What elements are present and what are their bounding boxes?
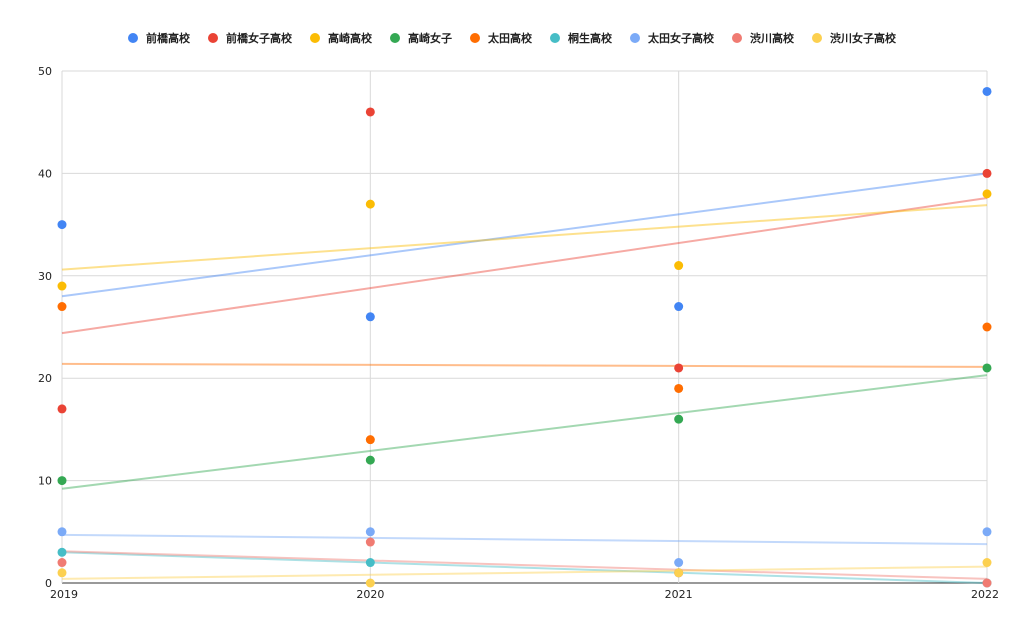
- legend-item[interactable]: 太田高校: [470, 31, 533, 45]
- data-point-series-3: [365, 455, 375, 465]
- legend-label: 高崎高校: [328, 31, 373, 45]
- legend-marker: [731, 33, 742, 43]
- y-tick-label: 40: [38, 167, 52, 180]
- trendline-series-7: [61, 550, 988, 580]
- data-point-series-7: [982, 578, 992, 588]
- trendline-series-3: [61, 374, 988, 490]
- data-point-series-8: [365, 578, 375, 588]
- legend-marker: [549, 33, 560, 43]
- data-point-series-7: [57, 558, 67, 568]
- data-point-series-3: [674, 414, 684, 424]
- trendline-series-0: [61, 172, 988, 298]
- legend-marker: [310, 33, 321, 43]
- trendline-series-4: [61, 362, 988, 368]
- trendline-series-1: [61, 196, 988, 335]
- data-point-series-0: [365, 312, 375, 322]
- legend-marker: [629, 33, 640, 43]
- trendline-series-6: [61, 533, 988, 546]
- data-point-series-8: [674, 568, 684, 578]
- data-point-series-5: [365, 558, 375, 568]
- legend-item[interactable]: 前橋高校: [128, 31, 191, 45]
- data-point-series-6: [674, 558, 684, 568]
- legend-marker: [390, 33, 401, 43]
- x-tick-label: 2019: [50, 588, 78, 601]
- data-point-series-0: [982, 86, 992, 96]
- legend-label: 渋川高校: [750, 31, 795, 45]
- legend-label: 太田高校: [487, 31, 533, 45]
- data-point-series-2: [674, 261, 684, 271]
- legend-label: 太田女子高校: [647, 31, 715, 45]
- trendline-series-2: [61, 204, 988, 271]
- trendline-series-5: [61, 551, 988, 584]
- trendline-series-8: [61, 565, 988, 580]
- data-point-series-1: [57, 404, 67, 414]
- legend-item[interactable]: 渋川高校: [731, 31, 795, 45]
- data-point-series-2: [982, 189, 992, 199]
- y-tick-label: 10: [38, 475, 52, 488]
- axes: 0 10 20 30 40 50 2019 2020 2021 2022: [38, 65, 999, 601]
- data-point-series-3: [57, 476, 67, 486]
- data-point-series-1: [982, 168, 992, 178]
- legend-marker: [811, 33, 822, 43]
- legend-label: 前橋女子高校: [226, 31, 293, 45]
- y-tick-label: 0: [45, 577, 52, 590]
- data-point-series-4: [674, 383, 684, 393]
- legend-label: 前橋高校: [146, 31, 191, 45]
- data-point-series-4: [57, 302, 67, 312]
- data-point-series-4: [365, 435, 375, 445]
- x-tick-label: 2021: [665, 588, 693, 601]
- data-point-series-5: [57, 547, 67, 557]
- x-tick-label: 2020: [356, 588, 384, 601]
- legend-marker: [128, 33, 139, 43]
- legend-item[interactable]: 桐生高校: [549, 31, 613, 45]
- x-tick-label: 2022: [971, 588, 999, 601]
- legend-label: 渋川女子高校: [830, 31, 897, 45]
- data-point-series-8: [57, 568, 67, 578]
- y-tick-label: 30: [38, 270, 52, 283]
- data-points: [57, 86, 992, 588]
- data-point-series-6: [982, 527, 992, 537]
- y-tick-label: 50: [38, 65, 52, 78]
- data-point-series-8: [982, 558, 992, 568]
- data-point-series-6: [365, 527, 375, 537]
- legend-item[interactable]: 高崎女子: [390, 31, 452, 45]
- legend: 前橋高校 前橋女子高校 高崎高校 高崎女子 太田高校 桐生高校 太田女子高校 渋川高校 渋川女子…: [128, 31, 897, 45]
- data-point-series-0: [57, 220, 67, 230]
- data-point-series-6: [57, 527, 67, 537]
- data-point-series-3: [982, 363, 992, 373]
- legend-marker: [470, 33, 481, 43]
- data-point-series-2: [57, 281, 67, 291]
- data-point-series-1: [365, 107, 375, 117]
- trendlines: [61, 172, 988, 584]
- legend-item[interactable]: 前橋女子高校: [208, 31, 293, 45]
- data-point-series-2: [365, 199, 375, 209]
- legend-item[interactable]: 渋川女子高校: [811, 31, 897, 45]
- legend-label: 高崎女子: [408, 31, 452, 45]
- data-point-series-0: [674, 302, 684, 312]
- legend-item[interactable]: 高崎高校: [310, 31, 373, 45]
- data-point-series-7: [365, 537, 375, 547]
- legend-marker: [208, 33, 219, 43]
- legend-item[interactable]: 太田女子高校: [629, 31, 715, 45]
- y-tick-label: 20: [38, 372, 52, 385]
- gridlines: [61, 70, 988, 584]
- legend-label: 桐生高校: [568, 31, 613, 45]
- data-point-series-4: [982, 322, 992, 332]
- data-point-series-1: [674, 363, 684, 373]
